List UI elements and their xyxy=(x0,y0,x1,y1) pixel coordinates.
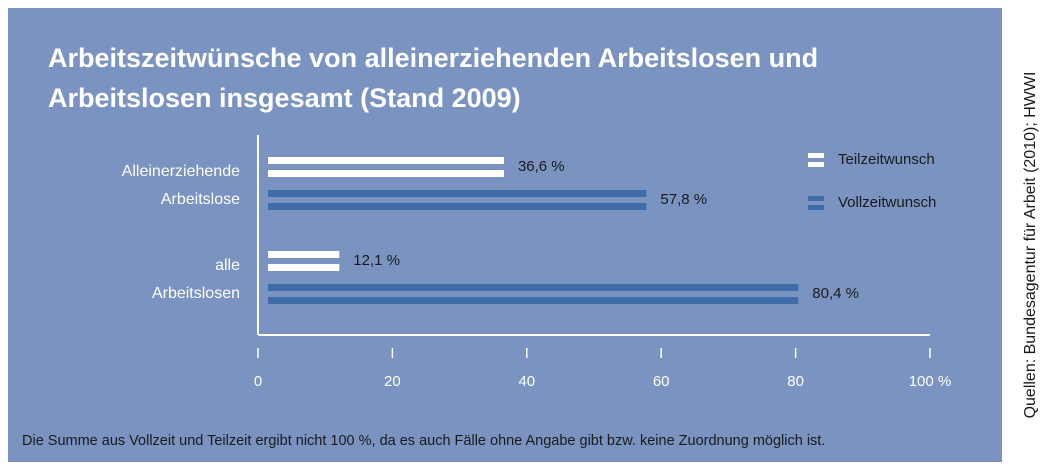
chart-title: Arbeitszeitwünsche von alleinerziehenden… xyxy=(48,43,819,113)
legend-label: Vollzeitwunsch xyxy=(838,194,936,211)
legend-label: Teilzeitwunsch xyxy=(838,151,935,168)
value-label: 12,1 % xyxy=(353,252,400,269)
x-tick-label: 80 xyxy=(787,373,804,390)
x-tick-label: 40 xyxy=(518,373,535,390)
value-label: 36,6 % xyxy=(518,158,565,175)
bar xyxy=(268,157,504,177)
bar xyxy=(268,284,799,304)
x-tick-label: 100 % xyxy=(909,373,952,390)
value-label: 80,4 % xyxy=(812,285,859,302)
x-tick-label: 20 xyxy=(384,373,401,390)
x-tick-label: 0 xyxy=(254,373,262,390)
bar xyxy=(268,190,647,210)
value-label: 57,8 % xyxy=(660,191,707,208)
panel xyxy=(8,8,1002,462)
category-label: Alleinerziehende Arbeitslose xyxy=(121,163,240,208)
category-label: alle Arbeitslosen xyxy=(151,257,240,302)
footnote: Die Summe aus Vollzeit und Teilzeit ergi… xyxy=(22,433,826,449)
legend-swatch xyxy=(808,153,824,167)
bar xyxy=(268,251,340,271)
x-tick-label: 60 xyxy=(653,373,670,390)
legend-swatch xyxy=(808,196,824,210)
